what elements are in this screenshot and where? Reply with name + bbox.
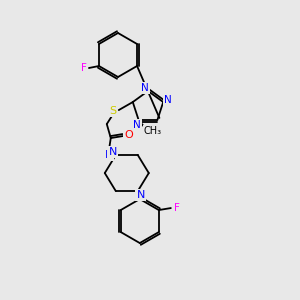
Text: N: N: [109, 147, 117, 157]
Text: S: S: [109, 106, 116, 116]
Text: CH₃: CH₃: [143, 126, 162, 136]
Text: O: O: [124, 130, 133, 140]
Text: N: N: [133, 120, 140, 130]
Text: N: N: [136, 190, 145, 200]
Text: N: N: [105, 150, 113, 160]
Text: N: N: [141, 83, 149, 93]
Text: F: F: [174, 203, 180, 213]
Text: F: F: [81, 63, 87, 73]
Text: N: N: [164, 95, 172, 105]
